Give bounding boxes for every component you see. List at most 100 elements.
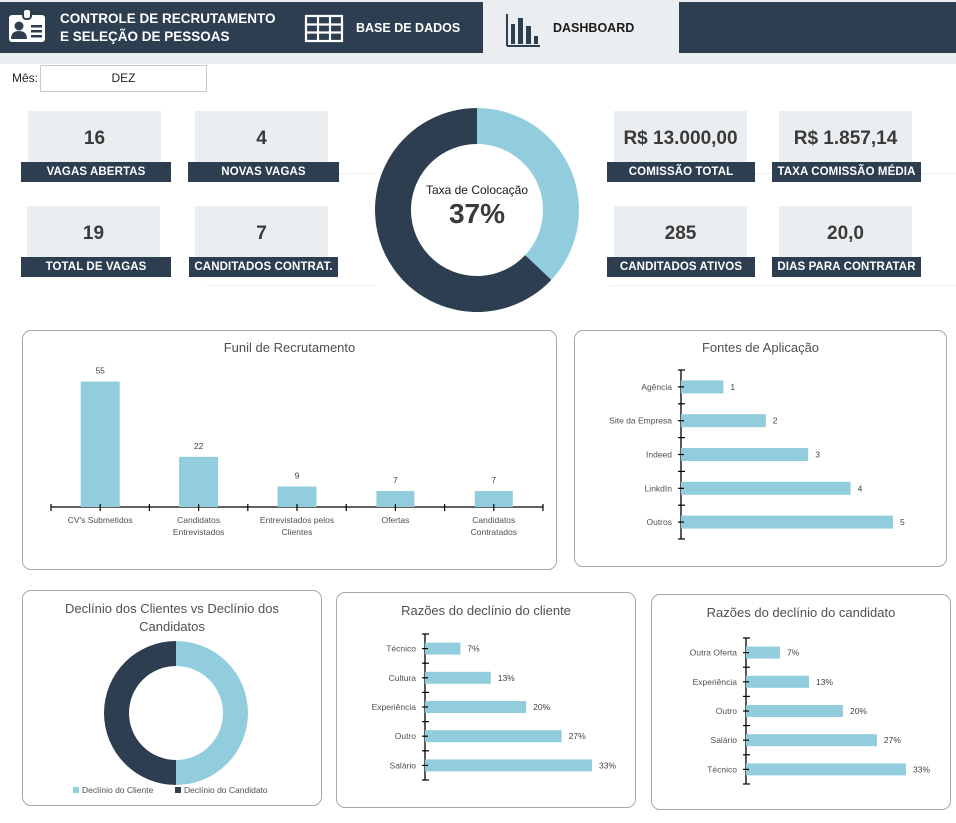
month-filter-label: Mês:: [12, 71, 39, 85]
kpi-comissao-total-value: R$ 13.000,00: [614, 111, 747, 163]
bar: [681, 448, 809, 461]
nav-tab-dashboard[interactable]: DASHBOARD: [483, 2, 679, 53]
client-decline-reasons-card: Razões do declínio do cliente Técnico 7% C…: [336, 592, 636, 808]
kpi-dias-contratar-label: DIAS PARA CONTRATAR: [772, 257, 921, 277]
bar: [681, 414, 766, 428]
kpi-dias-contratar-value: 20,0: [779, 206, 912, 258]
funnel-bar: [474, 491, 513, 507]
funnel-category-label: Entrevistados pelos: [260, 515, 334, 525]
data-label: 20%: [533, 702, 550, 712]
kpi-novas-vagas-value: 4: [195, 111, 328, 163]
decline-donut: [103, 641, 249, 785]
bar: [746, 763, 906, 776]
separator-line: [206, 285, 376, 286]
app-title: CONTROLE DE RECRUTAMENTO E SELEÇÃO DE PE…: [60, 10, 276, 46]
kpi-vagas-abertas-value: 16: [28, 111, 161, 163]
category-label: Salário: [390, 760, 417, 770]
funnel-data-label: 22: [194, 441, 204, 451]
funnel-category-label: Clientes: [282, 527, 313, 537]
nav-tab-dashboard-label: DASHBOARD: [553, 21, 635, 35]
separator-line: [610, 285, 956, 286]
category-label: Experiência: [372, 702, 417, 712]
decline-comparison-chart: Declínio do Cliente Declínio do Candidato: [73, 641, 268, 795]
kpi-comissao-total-label: COMISSÃO TOTAL: [607, 162, 755, 182]
funnel-data-label: 9: [295, 470, 300, 480]
data-label: 1: [730, 382, 735, 392]
category-label: LinkdIn: [645, 483, 673, 493]
recruitment-funnel-chart: 55 CV's Submetidos 22 Candidatos Entrevistad…: [50, 366, 544, 537]
kpi-candidatos-ativos-label: CANDITADOS ATIVOS: [607, 257, 755, 277]
category-label: Técnico: [386, 644, 416, 654]
kpi-taxa-comissao-value: R$ 1.857,14: [779, 111, 912, 163]
funnel-category-label: CV's Submetidos: [68, 515, 133, 525]
table-grid-icon: [304, 14, 344, 43]
data-label: 27%: [569, 731, 586, 741]
category-label: Outros: [646, 517, 672, 527]
funnel-bar: [376, 491, 415, 507]
category-label: Outro: [395, 731, 417, 741]
app-title-line2: E SELEÇÃO DE PESSOAS: [60, 29, 230, 44]
data-label: 7%: [787, 648, 800, 658]
category-label: Cultura: [389, 673, 417, 683]
bar: [425, 671, 491, 684]
data-label: 33%: [599, 760, 616, 770]
bar: [425, 759, 592, 772]
placement-rate-donut: Taxa de Colocação 37%: [375, 108, 579, 312]
decline-comparison-card: Declínio dos Clientes vs Declínio dos Ca…: [22, 590, 322, 806]
bar: [746, 705, 843, 717]
candidate-decline-reasons-card: Razões do declínio do candidato Outra Of…: [651, 594, 951, 810]
kpi-candidatos-contratados-value: 7: [195, 206, 328, 258]
donut-slice-decl-nio-do-cliente: [176, 641, 249, 785]
category-label: Experiência: [693, 677, 738, 687]
id-badge-icon: [9, 8, 45, 42]
legend-swatch: [73, 787, 79, 793]
bar: [425, 730, 562, 743]
funnel-category-label: Candidatos: [177, 515, 220, 525]
data-label: 4: [858, 483, 863, 493]
bar: [425, 701, 527, 713]
funnel-data-label: 55: [95, 366, 105, 376]
donut-slice-colocados: [477, 108, 579, 280]
category-label: Outro: [716, 706, 738, 716]
recruitment-funnel-card: Funil de Recrutamento 55 CV's Submetidos 2…: [22, 330, 557, 570]
decline-comparison-title-line2: Candidatos: [139, 619, 205, 634]
header-bar: CONTROLE DE RECRUTAMENTO E SELEÇÃO DE PE…: [0, 2, 956, 53]
kpi-total-vagas-value: 19: [27, 206, 160, 258]
month-filter-input[interactable]: DEZ: [40, 65, 207, 92]
legend-swatch: [175, 787, 181, 793]
bar: [746, 646, 780, 659]
data-label: 27%: [884, 735, 901, 745]
legend-label: Declínio do Candidato: [184, 785, 268, 795]
kpi-candidatos-contratados-label: CANDITADOS CONTRAT.: [189, 257, 338, 277]
kpi-novas-vagas-label: NOVAS VAGAS: [188, 162, 339, 182]
nav-tab-base-de-dados[interactable]: BASE DE DADOS: [296, 2, 482, 53]
kpi-vagas-abertas-label: VAGAS ABERTAS: [21, 162, 171, 182]
application-sources-chart: Agência 1 Site da Empresa 2 Indeed 3 LinkdIn 4 O…: [609, 369, 905, 540]
data-label: 5: [900, 517, 905, 527]
category-label: Agência: [641, 382, 672, 392]
category-label: Site da Empresa: [609, 416, 672, 426]
client-decline-reasons-title: Razões do declínio do cliente: [401, 603, 571, 618]
nav-tab-base-de-dados-label: BASE DE DADOS: [356, 21, 461, 35]
data-label: 2: [773, 416, 778, 426]
funnel-category-label: Contratados: [471, 527, 517, 537]
kpi-total-vagas-label: TOTAL DE VAGAS: [21, 257, 171, 277]
category-label: Salário: [711, 735, 738, 745]
bar-chart-icon: [506, 14, 540, 47]
decline-comparison-title-line1: Declínio dos Clientes vs Declínio dos: [65, 601, 279, 616]
application-sources-card: Fontes de Aplicação Agência 1 Site da Empr…: [574, 330, 947, 567]
bar: [425, 642, 461, 655]
funnel-bar: [277, 486, 317, 507]
data-label: 33%: [913, 764, 930, 774]
data-label: 7%: [467, 644, 480, 654]
category-label: Outra Oferta: [690, 648, 738, 658]
donut-slice-decl-nio-do-candidato: [103, 641, 176, 785]
funnel-category-label: Candidatos: [472, 515, 515, 525]
category-label: Indeed: [646, 450, 672, 460]
bar: [681, 515, 893, 529]
decline-comparison-title: Declínio dos Clientes vs Declínio dos Ca…: [23, 600, 321, 636]
data-label: 13%: [816, 677, 833, 687]
bar: [681, 481, 851, 495]
data-label: 3: [815, 450, 820, 460]
data-label: 13%: [498, 673, 515, 683]
